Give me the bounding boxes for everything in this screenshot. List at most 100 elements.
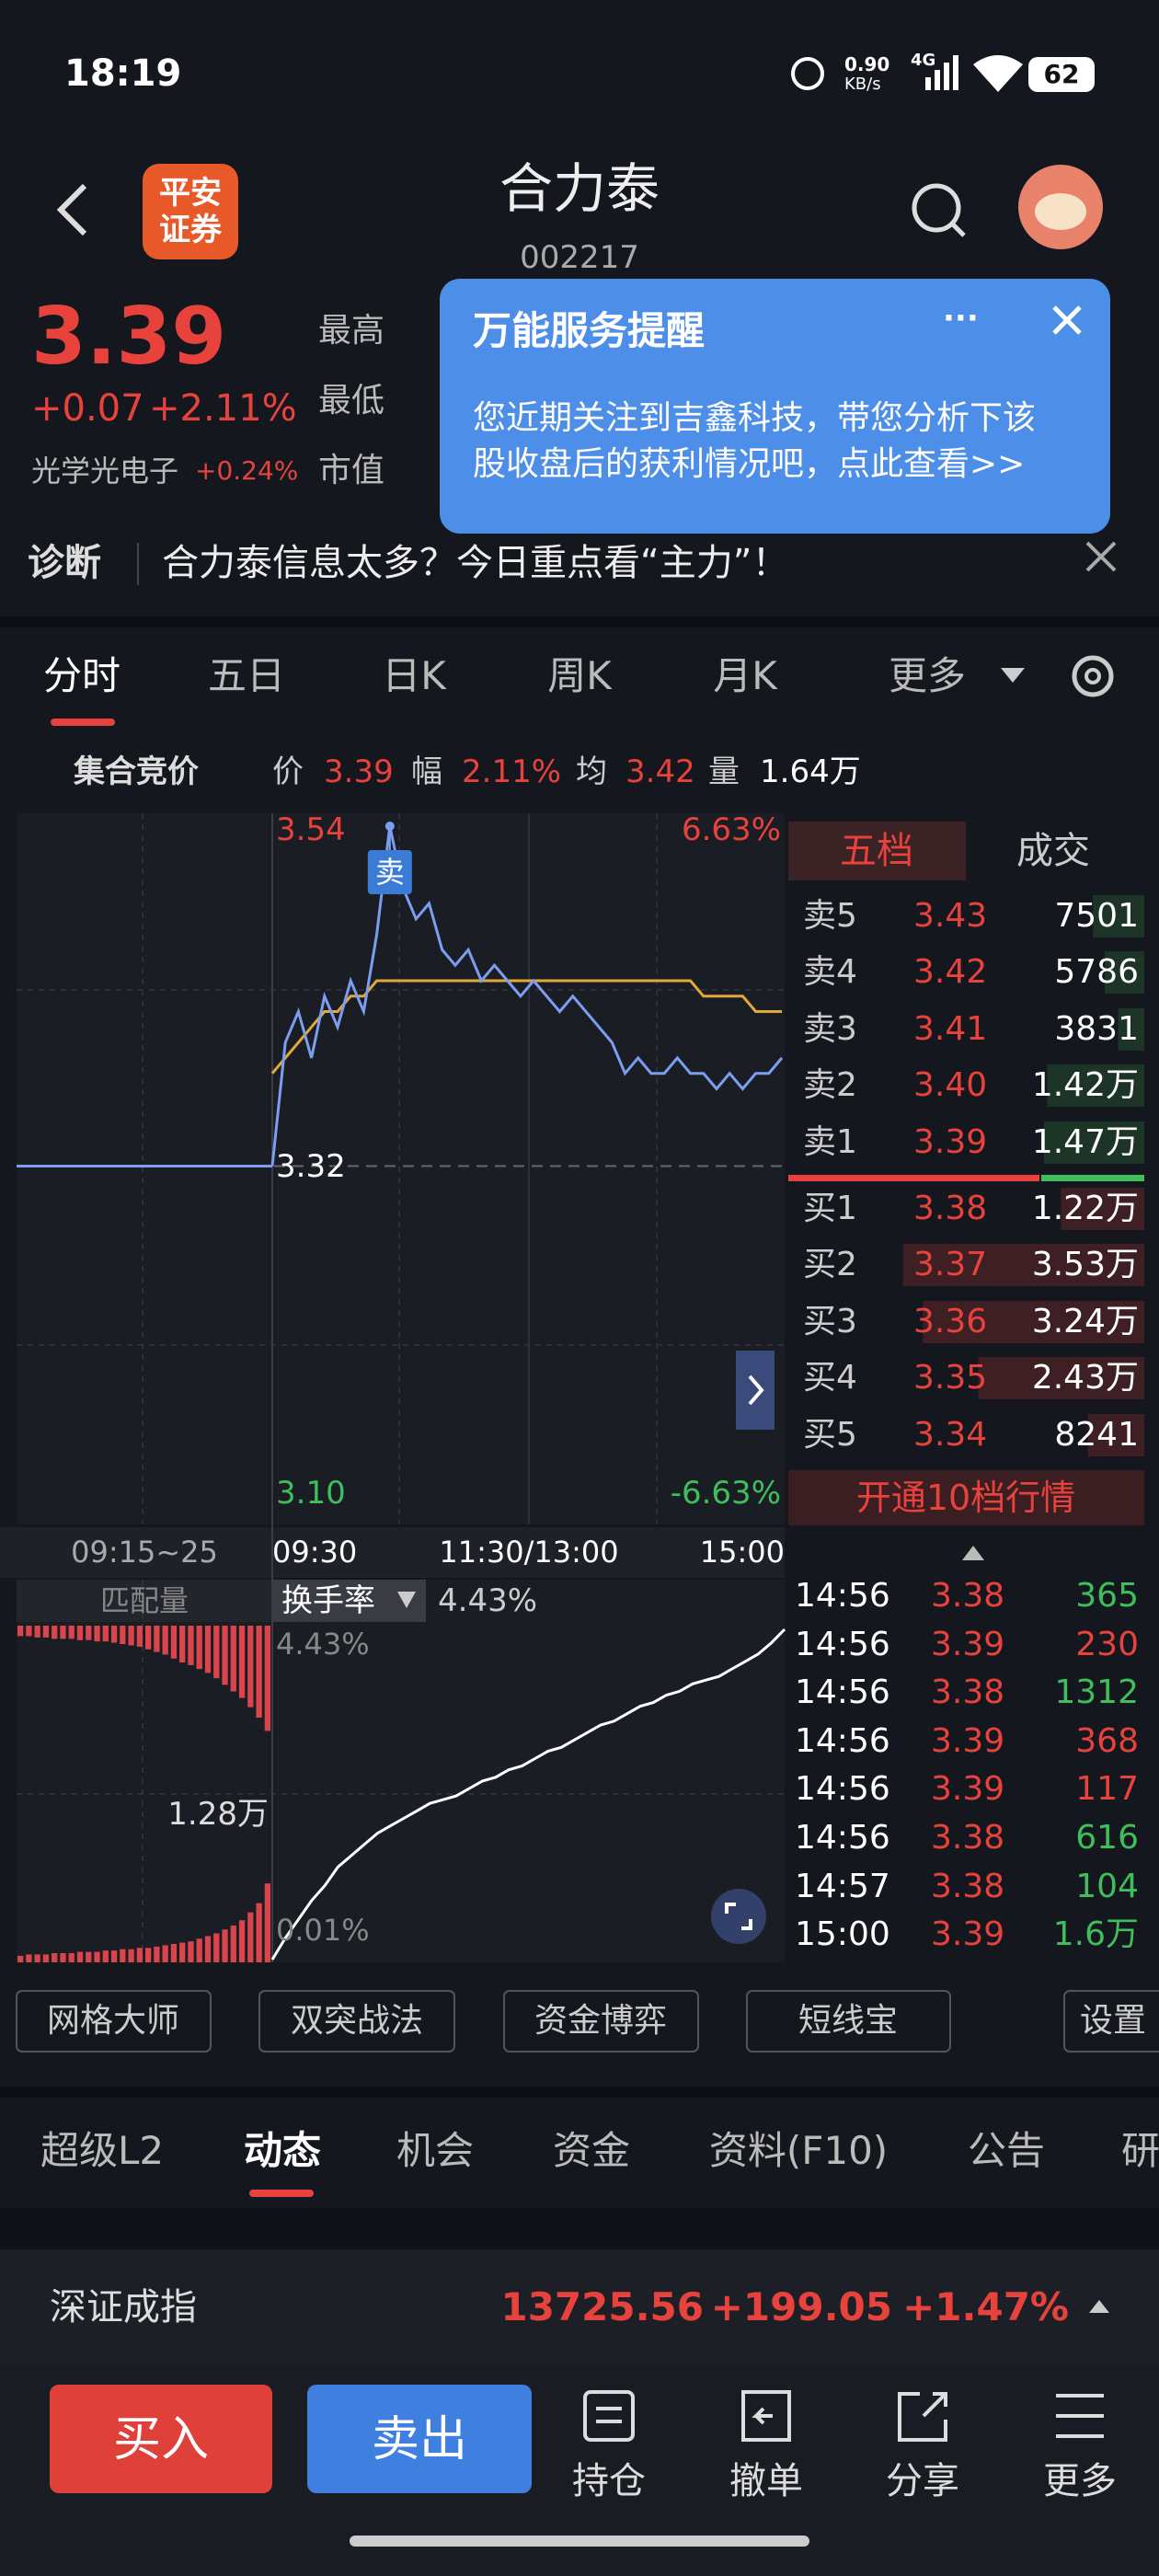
action-label[interactable]: 分享 (886, 2460, 959, 2502)
diagnosis-close[interactable] (1085, 541, 1117, 572)
upgrade[interactable]: 开通10档行情 (855, 1478, 1076, 1518)
battery-level: 62 (1043, 59, 1080, 89)
volume-bar (1105, 951, 1144, 994)
trade-price: 3.38 (931, 1577, 1005, 1615)
sell-label[interactable]: 卖出 (371, 2412, 468, 2467)
match-bar (230, 1626, 236, 1692)
broker-logo[interactable] (143, 164, 238, 259)
match-bar (68, 1952, 75, 1962)
match-bar (204, 1936, 212, 1962)
scroll-arrow[interactable] (962, 1546, 984, 1560)
indicator-label: 匹配量 (99, 1583, 189, 1618)
level-label: 卖2 (803, 1066, 857, 1104)
tab[interactable]: 更多 (888, 653, 967, 698)
info-key: 均 (576, 753, 607, 790)
action-label[interactable]: 撤单 (729, 2460, 803, 2502)
popup[interactable] (440, 279, 1110, 534)
clock: 18:19 (64, 52, 182, 95)
popup-more[interactable]: ··· (943, 300, 979, 337)
more-icon[interactable] (1056, 2394, 1104, 2438)
match-bar (238, 1626, 246, 1698)
match-bar (238, 1920, 246, 1962)
book-tab[interactable]: 成交 (1016, 830, 1090, 872)
mid-label: 1.28万 (167, 1796, 269, 1833)
tool-button[interactable] (503, 1990, 699, 2053)
trade-volume: 117 (1075, 1770, 1139, 1809)
match-bar (145, 1626, 152, 1650)
index-name: 深证成指 (50, 2286, 197, 2329)
section-tab[interactable]: 公告 (967, 2128, 1046, 2173)
share-icon[interactable] (898, 2392, 947, 2442)
settings-button[interactable] (1072, 655, 1114, 697)
section-tab[interactable]: 资料(F10) (708, 2128, 889, 2173)
section-tab[interactable]: 机会 (396, 2128, 475, 2173)
upgrade-bg[interactable] (788, 1470, 1144, 1525)
tool[interactable]: 网格大师 (46, 2002, 180, 2040)
popup-body[interactable]: 您近期关注到吉鑫科技，带您分析下该股收盘后的获利情况吧，点此查看>> (473, 399, 1037, 483)
volume-bar (1043, 1121, 1144, 1164)
match-bar (170, 1626, 178, 1659)
holdings-icon[interactable] (583, 2390, 635, 2442)
volume-bar (978, 1357, 1144, 1399)
level-label: 卖5 (803, 897, 857, 935)
search-button[interactable] (912, 183, 961, 233)
tool[interactable]: 资金博弈 (534, 2002, 668, 2040)
match-bar (188, 1626, 194, 1665)
tool[interactable]: 设置 (1079, 2002, 1147, 2040)
tab[interactable]: 月K (713, 653, 777, 698)
level-volume: 3831 (1054, 1010, 1139, 1048)
tab[interactable]: 日K (382, 653, 446, 698)
trade-time: 14:56 (795, 1577, 890, 1615)
buy-button[interactable] (50, 2385, 272, 2493)
level-price: 3.42 (913, 953, 988, 991)
tool-button[interactable] (258, 1990, 455, 2053)
tool-button[interactable] (1063, 1990, 1159, 2053)
tab[interactable]: 五日 (207, 653, 286, 698)
buy-label[interactable]: 买入 (112, 2412, 210, 2467)
match-bar (204, 1626, 212, 1673)
tool[interactable]: 双突战法 (290, 2002, 424, 2040)
tool-button[interactable] (16, 1990, 212, 2053)
pct-label: -6.63% (670, 1475, 781, 1512)
divider (0, 2208, 1159, 2249)
tool[interactable]: 短线宝 (798, 2002, 899, 2040)
tab[interactable]: 分时 (42, 653, 121, 698)
expand-button[interactable] (711, 1889, 766, 1944)
section-tab[interactable]: 资金 (552, 2128, 631, 2173)
tab[interactable]: 周K (547, 653, 612, 698)
section-tab[interactable]: 动态 (243, 2128, 322, 2173)
level-label: 卖1 (803, 1123, 857, 1161)
section-tab[interactable]: 研 (1120, 2128, 1159, 2173)
tool-button[interactable] (746, 1990, 951, 2053)
tab-active-bg[interactable] (788, 822, 966, 880)
match-bar (17, 1626, 24, 1637)
expand-icon (725, 1903, 752, 1930)
sell-button[interactable] (307, 2385, 532, 2493)
match-bar (162, 1626, 168, 1655)
back-button[interactable] (56, 183, 87, 236)
match-bar (264, 1883, 270, 1962)
selector[interactable]: 换手率 (281, 1582, 375, 1619)
book-tab[interactable]: 五档 (840, 830, 913, 872)
match-bar (145, 1948, 152, 1962)
field-label: 最低 (318, 382, 385, 420)
section-tab[interactable]: 超级L2 (40, 2128, 165, 2173)
home-indicator (350, 2536, 809, 2547)
collapse-button[interactable] (736, 1351, 775, 1430)
popup-close[interactable] (1052, 305, 1082, 335)
match-bar (196, 1626, 202, 1670)
match-bar (120, 1626, 126, 1645)
action-label[interactable]: 持仓 (572, 2460, 646, 2502)
trade-time: 14:56 (795, 1625, 890, 1663)
action-label[interactable]: 更多 (1043, 2460, 1117, 2502)
match-bar (42, 1954, 50, 1962)
level-volume: 1.42万 (1031, 1066, 1139, 1104)
level-price: 3.40 (913, 1066, 988, 1104)
cancel-icon[interactable] (741, 2390, 791, 2442)
match-bar (256, 1903, 262, 1962)
indicator-bg (17, 1580, 272, 1622)
selector-bg[interactable] (272, 1580, 426, 1622)
diagnosis-text[interactable]: 合力泰信息太多？今日重点看“主力”！ (162, 542, 789, 584)
index-bar[interactable] (0, 2249, 1159, 2364)
